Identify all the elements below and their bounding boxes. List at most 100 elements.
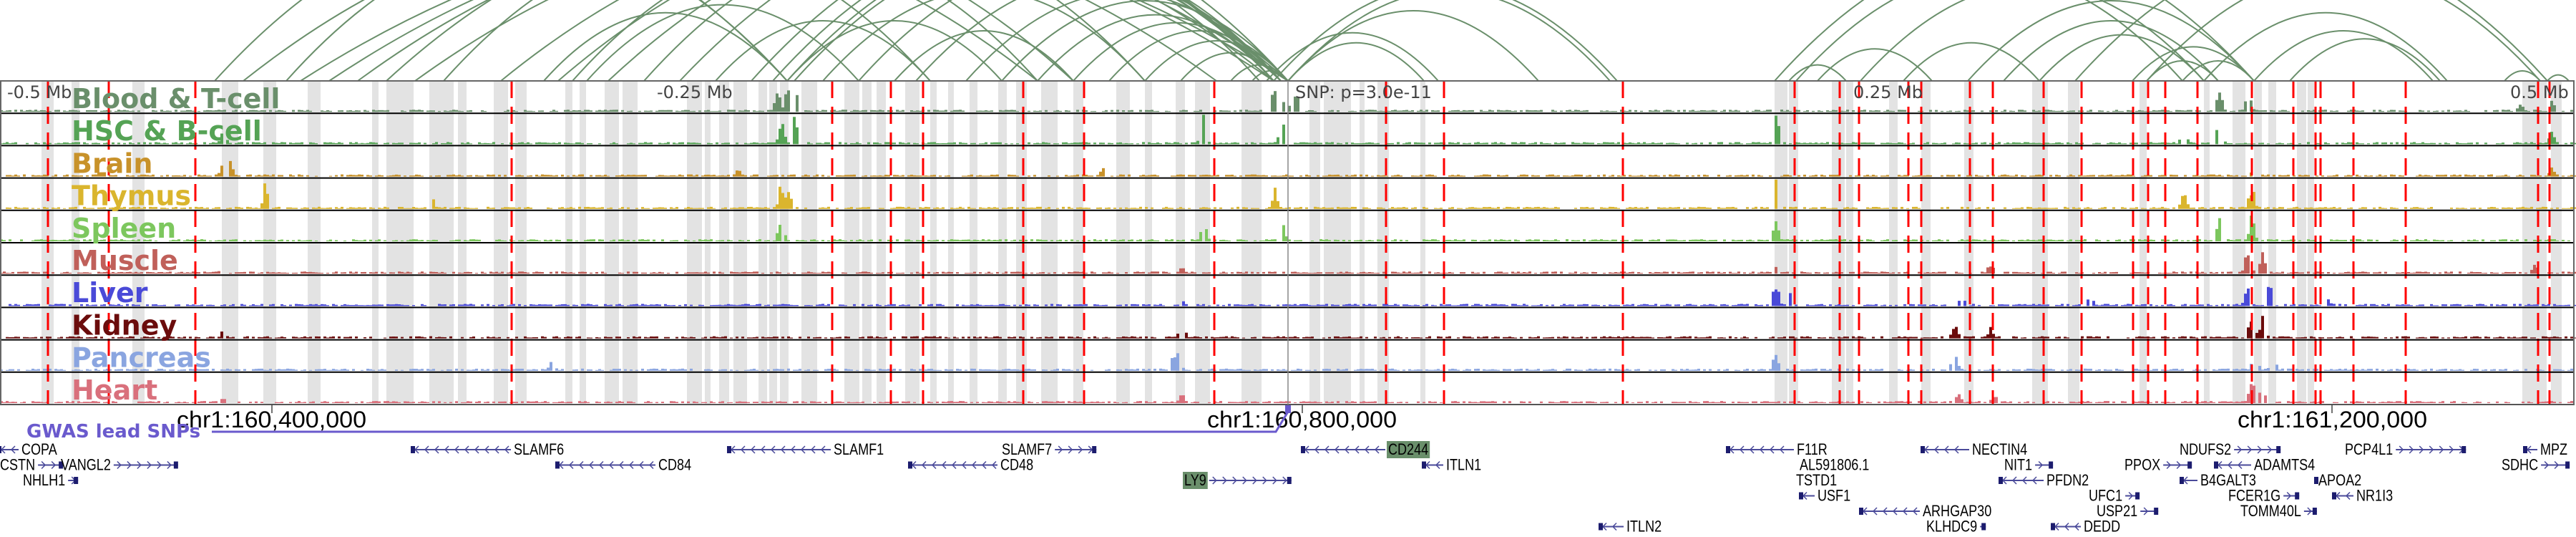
signal-bar	[2424, 239, 2427, 241]
signal-bar	[1546, 240, 1548, 241]
signal-bar	[1434, 110, 1437, 112]
signal-bar	[661, 272, 664, 274]
signal-bar	[100, 110, 103, 112]
signal-bar	[1265, 143, 1268, 145]
signal-bar	[2533, 264, 2536, 274]
signal-bar	[1829, 111, 1832, 112]
signal-bar	[126, 304, 129, 306]
signal-bar	[364, 239, 366, 241]
signal-bar	[687, 337, 690, 339]
signal-bar	[2539, 175, 2542, 177]
signal-bar	[1497, 337, 1500, 339]
chromatin-loop-arc	[443, 0, 931, 82]
signal-bar	[2470, 271, 2473, 274]
signal-bar	[819, 142, 821, 145]
signal-bar	[2109, 174, 2112, 177]
signal-bar	[1291, 175, 1294, 177]
signal-bar	[2001, 111, 2004, 112]
signal-bar	[1818, 304, 1820, 306]
signal-bar	[1348, 272, 1351, 274]
signal-bar	[767, 337, 770, 339]
signal-bar	[34, 142, 37, 145]
signal-bar	[1334, 239, 1337, 241]
signal-bar	[524, 305, 527, 306]
signal-bar	[701, 272, 704, 274]
signal-bar	[1096, 337, 1099, 339]
signal-bar	[163, 272, 166, 274]
signal-bar	[638, 305, 641, 306]
signal-bar	[1723, 239, 1726, 241]
signal-bar	[2393, 175, 2396, 177]
signal-bar	[1036, 239, 1039, 241]
signal-bar	[2338, 207, 2341, 209]
signal-bar	[1809, 208, 1812, 209]
signal-bar	[515, 337, 518, 339]
signal-bar	[1800, 142, 1803, 145]
signal-bar	[2301, 272, 2304, 274]
signal-bar	[1869, 142, 1872, 145]
signal-bar	[1305, 174, 1308, 177]
signal-bar	[1428, 336, 1431, 339]
chromatin-loop-arc	[2074, 0, 2548, 82]
signal-bar	[2293, 304, 2296, 306]
signal-bar	[1414, 272, 1417, 274]
signal-bar	[1185, 304, 1188, 306]
signal-bar	[1617, 336, 1620, 339]
signal-bar	[1070, 175, 1073, 177]
signal-bar	[1076, 142, 1079, 145]
signal-bar	[2069, 110, 2072, 112]
signal-bar	[1340, 271, 1342, 274]
signal-bar	[1053, 110, 1056, 112]
signal-bar	[758, 304, 761, 306]
signal-bar	[710, 143, 713, 145]
signal-bar	[1485, 142, 1488, 145]
signal-bar	[2141, 110, 2144, 112]
signal-bar	[956, 239, 959, 241]
signal-bar	[618, 208, 621, 209]
signal-bar	[592, 207, 595, 209]
signal-bar	[2379, 174, 2381, 177]
signal-bar	[175, 273, 177, 274]
signal-bar	[1400, 110, 1402, 112]
signal-bar	[2201, 207, 2204, 209]
signal-bar	[985, 175, 987, 177]
signal-bar	[1703, 304, 1706, 306]
signal-bar	[2115, 240, 2118, 241]
signal-bar	[2287, 208, 2290, 209]
signal-bar	[315, 272, 318, 274]
signal-bar	[249, 174, 252, 177]
signal-bar	[1145, 304, 1148, 306]
signal-bar	[2522, 107, 2524, 112]
signal-bar	[2107, 142, 2109, 145]
signal-bar	[999, 304, 1002, 306]
signal-bar	[1849, 143, 1852, 145]
signal-bar	[301, 110, 303, 112]
signal-bar	[312, 304, 315, 306]
signal-bar	[2482, 304, 2484, 306]
signal-bar	[979, 272, 982, 274]
signal-bar	[1517, 271, 1520, 274]
signal-bar	[1448, 271, 1451, 274]
signal-bar	[1755, 337, 1757, 339]
signal-bar	[1517, 143, 1520, 145]
signal-bar	[2436, 305, 2439, 306]
signal-bar	[9, 175, 11, 177]
signal-bar	[1898, 142, 1901, 145]
signal-bar	[140, 208, 143, 209]
signal-bar	[192, 271, 195, 274]
signal-bar	[46, 207, 49, 209]
signal-bar	[750, 272, 753, 274]
signal-bar	[1571, 337, 1574, 339]
signal-bar	[1609, 111, 1611, 112]
signal-bar	[52, 304, 54, 306]
signal-bar	[2301, 304, 2304, 306]
signal-bar	[441, 337, 444, 339]
signal-bar	[910, 272, 913, 274]
signal-bar	[1746, 143, 1749, 145]
signal-bar	[72, 110, 74, 112]
signal-bar	[2562, 271, 2565, 274]
signal-track-liver	[9, 286, 2576, 306]
signal-bar	[235, 206, 238, 209]
signal-bar	[1775, 266, 1777, 274]
chromatin-loop-arc	[300, 0, 1289, 82]
